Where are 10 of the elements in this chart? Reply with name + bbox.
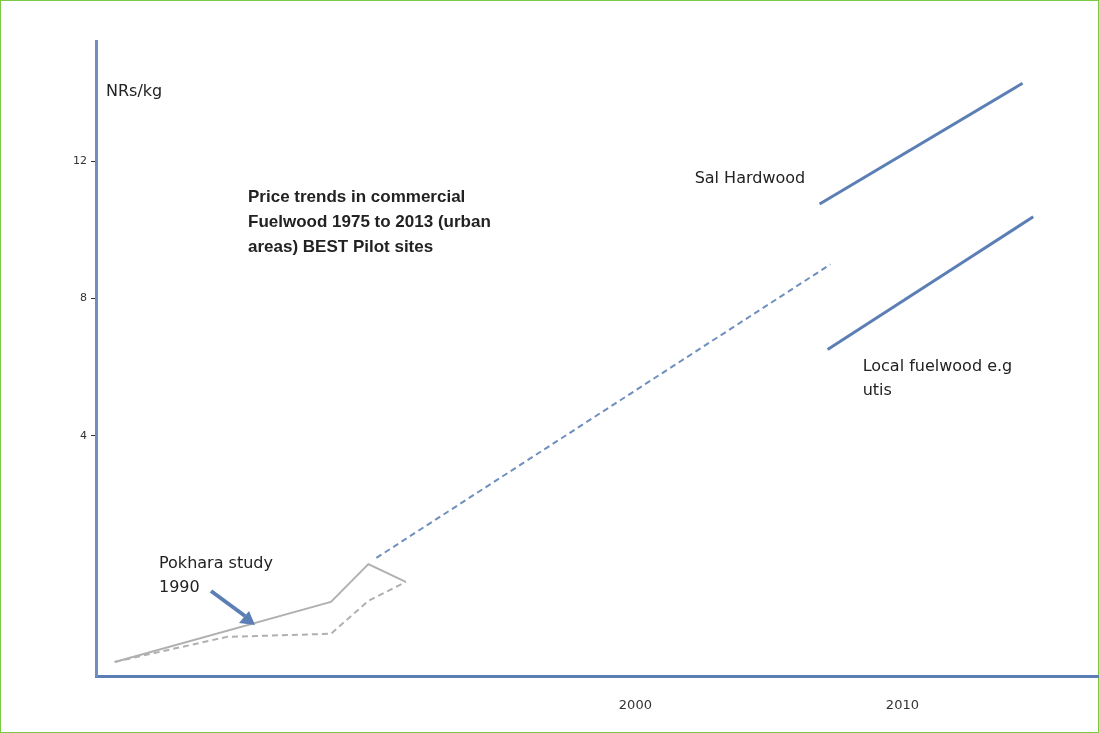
- x-tick-label: 2000: [618, 697, 652, 713]
- series-label: Local fuelwood e.g utis: [862, 354, 1013, 401]
- x-tick-label: 2010: [885, 697, 919, 713]
- series-label: Sal Hardwood: [694, 167, 806, 190]
- text: Price trends in commercial Fuelwood 1975 to 2013 (urban areas) BEST Pilot sites: [248, 186, 492, 258]
- annotation: Pokhara study 1990: [159, 552, 274, 598]
- y-tick-label: 4: [80, 428, 87, 442]
- y-tick-label: 12: [73, 153, 87, 167]
- y-axis-title: NRs/kg: [106, 80, 163, 102]
- y-tick-label: 8: [80, 291, 87, 305]
